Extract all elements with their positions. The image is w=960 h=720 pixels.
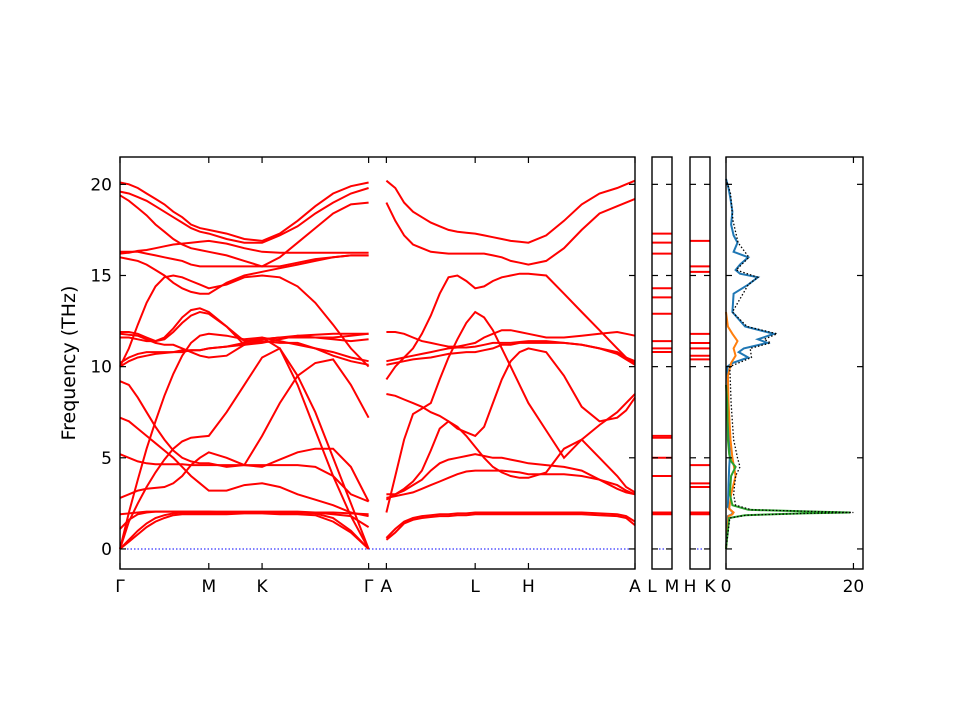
x-tick-label: H xyxy=(522,577,535,597)
phonon-band-line xyxy=(386,469,636,499)
y-tick-label: 15 xyxy=(90,266,112,286)
phonon-band-line xyxy=(386,329,636,348)
y-axis-label: Frequency (THz) xyxy=(58,286,80,441)
phonon-band-line xyxy=(119,358,370,468)
dos-line xyxy=(725,311,739,549)
phonon-band-line xyxy=(119,512,370,550)
y-tick-label: 10 xyxy=(90,358,112,378)
phonon-band-line xyxy=(119,453,369,503)
phonon-band-line xyxy=(386,453,636,496)
x-tick-label: Γ xyxy=(364,577,374,597)
phonon-band-line xyxy=(385,420,636,501)
panel-frame xyxy=(689,156,711,570)
panel-frame xyxy=(119,156,636,570)
x-tick-label: Γ xyxy=(115,577,125,597)
phonon-band-line xyxy=(119,239,369,255)
dos-line xyxy=(725,178,854,549)
x-tick-label: L xyxy=(647,577,657,597)
phonon-band-line xyxy=(120,250,369,268)
phonon-band-line xyxy=(119,336,369,364)
phonon-band-line xyxy=(385,513,636,541)
panel-frame xyxy=(651,156,673,570)
phonon-band-line xyxy=(120,307,369,343)
phonon-band-line xyxy=(119,447,370,502)
x-tick-label: A xyxy=(381,577,393,597)
phonon-band-line xyxy=(119,274,370,368)
x-tick-label: 20 xyxy=(843,577,865,597)
dos-panel: 0 20 xyxy=(721,156,865,597)
x-tick-label: L xyxy=(470,577,480,597)
phonon-band-line xyxy=(385,511,636,539)
phonon-band-line xyxy=(385,197,636,266)
dos-line xyxy=(725,384,851,550)
phonon-band-line xyxy=(386,347,636,438)
phonon-band-line xyxy=(119,416,369,518)
x-tick-label: A xyxy=(629,577,641,597)
phonon-band-line xyxy=(385,179,636,244)
panel-frame xyxy=(725,156,864,570)
phonon-band-line xyxy=(119,510,369,516)
phonon-band-line xyxy=(385,272,636,380)
x-tick-label: 0 xyxy=(721,577,732,597)
x-tick-label: K xyxy=(704,577,716,597)
y-tick-label: 5 xyxy=(101,449,112,469)
x-tick-label: K xyxy=(256,577,268,597)
phonon-band-line xyxy=(385,310,636,513)
phonon-band-line xyxy=(119,332,370,550)
dos-line xyxy=(725,178,778,549)
phonon-band-line xyxy=(119,332,369,359)
y-tick-label: 20 xyxy=(90,175,112,195)
phonon-band-line xyxy=(386,341,636,366)
phonon-band-line xyxy=(119,254,369,295)
y-tick-label: 0 xyxy=(101,540,112,560)
x-tick-label: H xyxy=(684,577,697,597)
phonon-band-line xyxy=(119,511,370,550)
x-tick-label: M xyxy=(665,577,680,597)
x-tick-label: M xyxy=(201,577,216,597)
phonon-band-line xyxy=(119,181,369,242)
phonon-band-line xyxy=(119,347,370,550)
phonon-band-line xyxy=(119,187,369,244)
phonon-band-line xyxy=(119,194,369,268)
